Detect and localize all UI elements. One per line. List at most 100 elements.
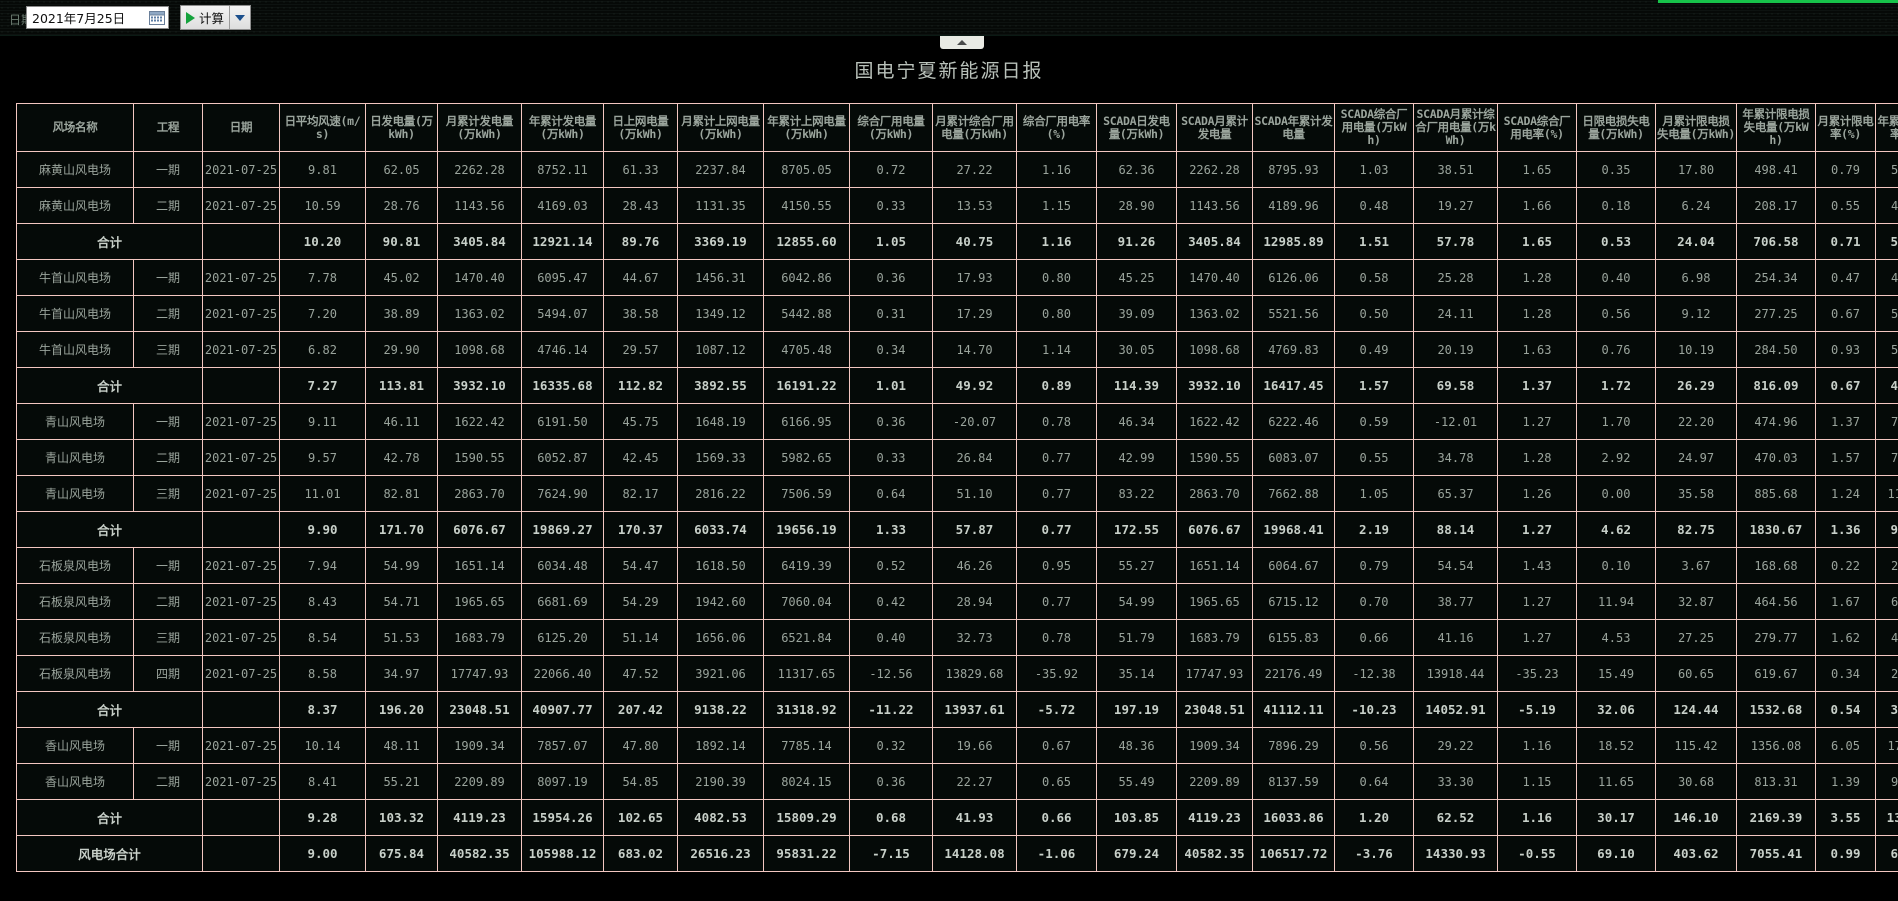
cell-16: 0.64	[1334, 763, 1414, 800]
table-row[interactable]: 青山风电场 三期 2021-07-25 11.01 82.81 2863.70 7624.9…	[16, 475, 1898, 512]
cell-8: 1087.12	[677, 331, 764, 368]
cell-18: 1.28	[1497, 439, 1577, 476]
cell-16: -3.76	[1334, 835, 1414, 872]
cell-4: 46.11	[365, 403, 438, 440]
table-row[interactable]: 合计 9.90 171.70 6076.67 19869.27 170.37 6033.74…	[16, 511, 1898, 548]
cell-18: 1.66	[1497, 187, 1577, 224]
row-total-label: 合计	[16, 223, 203, 260]
cell-14: 2863.70	[1176, 475, 1253, 512]
cell-16: 0.79	[1334, 547, 1414, 584]
cell-13: 48.36	[1096, 727, 1177, 764]
cell-4: 38.89	[365, 295, 438, 332]
column-header-20: 月累计限电损失电量(万kWh)	[1655, 103, 1737, 152]
cell-7: 42.45	[603, 439, 678, 476]
cell-20: 30.68	[1655, 763, 1737, 800]
cell-14: 1590.55	[1176, 439, 1253, 476]
cell-4: 196.20	[365, 691, 438, 728]
row-date-blank	[202, 799, 280, 836]
cell-17: 62.52	[1413, 799, 1498, 836]
cell-11: 14128.08	[932, 835, 1017, 872]
table-row[interactable]: 风电场合计 9.00 675.84 40582.35 105988.12 683.02 26…	[16, 835, 1898, 872]
cell-23: 17.17	[1875, 727, 1898, 764]
table-row[interactable]: 合计 10.20 90.81 3405.84 12921.14 89.76 3369.19 1…	[16, 223, 1898, 260]
table-row[interactable]: 合计 9.28 103.32 4119.23 15954.26 102.65 4082.53…	[16, 799, 1898, 836]
table-row[interactable]: 牛首山风电场 二期 2021-07-25 7.20 38.89 1363.02 5494.0…	[16, 295, 1898, 332]
collapse-toolbar-tab[interactable]	[940, 36, 984, 49]
cell-10: -12.56	[849, 655, 933, 692]
table-row[interactable]: 香山风电场 一期 2021-07-25 10.14 48.11 1909.34 7857.0…	[16, 727, 1898, 764]
table-row[interactable]: 合计 7.27 113.81 3932.10 16335.68 112.82 3892.55…	[16, 367, 1898, 404]
cell-15: 6222.46	[1252, 403, 1335, 440]
cell-date: 2021-07-25	[202, 259, 280, 296]
cell-20: 60.65	[1655, 655, 1737, 692]
cell-4: 103.32	[365, 799, 438, 836]
cell-12: 0.89	[1016, 367, 1097, 404]
cell-9: 7785.14	[763, 727, 850, 764]
cell-14: 17747.93	[1176, 655, 1253, 692]
date-input[interactable]: 2021年7月25日	[26, 6, 169, 29]
cell-18: 1.28	[1497, 259, 1577, 296]
row-date-blank	[202, 691, 280, 728]
table-row[interactable]: 石板泉风电场 四期 2021-07-25 8.58 34.97 17747.93 22066…	[16, 655, 1898, 692]
calculate-button[interactable]: 计算	[180, 5, 252, 30]
table-row[interactable]: 合计 8.37 196.20 23048.51 40907.77 207.42 9138.2…	[16, 691, 1898, 728]
column-header-21: 年累计限电损失电量(万kWh)	[1736, 103, 1816, 152]
cell-9: 6419.39	[763, 547, 850, 584]
cell-17: 65.37	[1413, 475, 1498, 512]
cell-3: 7.94	[279, 547, 366, 584]
cell-4: 171.70	[365, 511, 438, 548]
cell-15: 6064.67	[1252, 547, 1335, 584]
cell-8: 1892.14	[677, 727, 764, 764]
table-row[interactable]: 石板泉风电场 二期 2021-07-25 8.43 54.71 1965.65 6681.6…	[16, 583, 1898, 620]
table-row[interactable]: 石板泉风电场 一期 2021-07-25 7.94 54.99 1651.14 6034.4…	[16, 547, 1898, 584]
table-row[interactable]: 牛首山风电场 三期 2021-07-25 6.82 29.90 1098.68 4746.1…	[16, 331, 1898, 368]
cell-19: 11.94	[1576, 583, 1656, 620]
column-header-6: 年累计发电量(万kWh)	[521, 103, 604, 152]
cell-6: 7624.90	[521, 475, 604, 512]
cell-19: 30.17	[1576, 799, 1656, 836]
cell-19: 18.52	[1576, 727, 1656, 764]
cell-22: 0.93	[1815, 331, 1876, 368]
cell-16: 0.55	[1334, 439, 1414, 476]
cell-23: 4.97	[1875, 367, 1898, 404]
cell-4: 28.76	[365, 187, 438, 224]
table-row[interactable]: 香山风电场 二期 2021-07-25 8.41 55.21 2209.89 8097.19…	[16, 763, 1898, 800]
cell-3: 7.20	[279, 295, 366, 332]
cell-21: 813.31	[1736, 763, 1816, 800]
cell-5: 23048.51	[437, 691, 522, 728]
table-row[interactable]: 麻黄山风电场 一期 2021-07-25 9.81 62.05 2262.28 8752.1…	[16, 151, 1898, 188]
cell-11: 51.10	[932, 475, 1017, 512]
cell-17: 38.51	[1413, 151, 1498, 188]
cell-23: 7.73	[1875, 439, 1898, 476]
table-row[interactable]: 石板泉风电场 三期 2021-07-25 8.54 51.53 1683.79 6125.2…	[16, 619, 1898, 656]
cell-18: -0.55	[1497, 835, 1577, 872]
cell-6: 105988.12	[521, 835, 604, 872]
report-table: 风场名称 工程 日期 日平均风速(m/s) 日发电量(万kWh) 月累计发电量(万kWh)…	[16, 103, 1898, 872]
cell-19: 0.10	[1576, 547, 1656, 584]
cell-7: 38.58	[603, 295, 678, 332]
cell-4: 34.97	[365, 655, 438, 692]
chevron-down-icon[interactable]	[230, 6, 250, 29]
column-header-19: 日限电损失电量(万kWh)	[1576, 103, 1656, 152]
cell-7: 89.76	[603, 223, 678, 260]
table-row[interactable]: 麻黄山风电场 二期 2021-07-25 10.59 28.76 1143.56 4169.…	[16, 187, 1898, 224]
cell-8: 2816.22	[677, 475, 764, 512]
calendar-icon[interactable]	[149, 10, 165, 25]
cell-21: 706.58	[1736, 223, 1816, 260]
cell-17: 54.54	[1413, 547, 1498, 584]
table-row[interactable]: 青山风电场 二期 2021-07-25 9.57 42.78 1590.55 6052.87…	[16, 439, 1898, 476]
cell-16: 1.05	[1334, 475, 1414, 512]
table-row[interactable]: 牛首山风电场 一期 2021-07-25 7.78 45.02 1470.40 6095.4…	[16, 259, 1898, 296]
table-row[interactable]: 青山风电场 一期 2021-07-25 9.11 46.11 1622.42 6191.50…	[16, 403, 1898, 440]
cell-21: 1356.08	[1736, 727, 1816, 764]
cell-3: 9.81	[279, 151, 366, 188]
cell-project: 三期	[133, 619, 203, 656]
cell-21: 7055.41	[1736, 835, 1816, 872]
cell-date: 2021-07-25	[202, 439, 280, 476]
cell-6: 6191.50	[521, 403, 604, 440]
cell-project: 二期	[133, 187, 203, 224]
cell-7: 47.80	[603, 727, 678, 764]
cell-17: 57.78	[1413, 223, 1498, 260]
cell-20: 24.04	[1655, 223, 1737, 260]
cell-8: 3892.55	[677, 367, 764, 404]
